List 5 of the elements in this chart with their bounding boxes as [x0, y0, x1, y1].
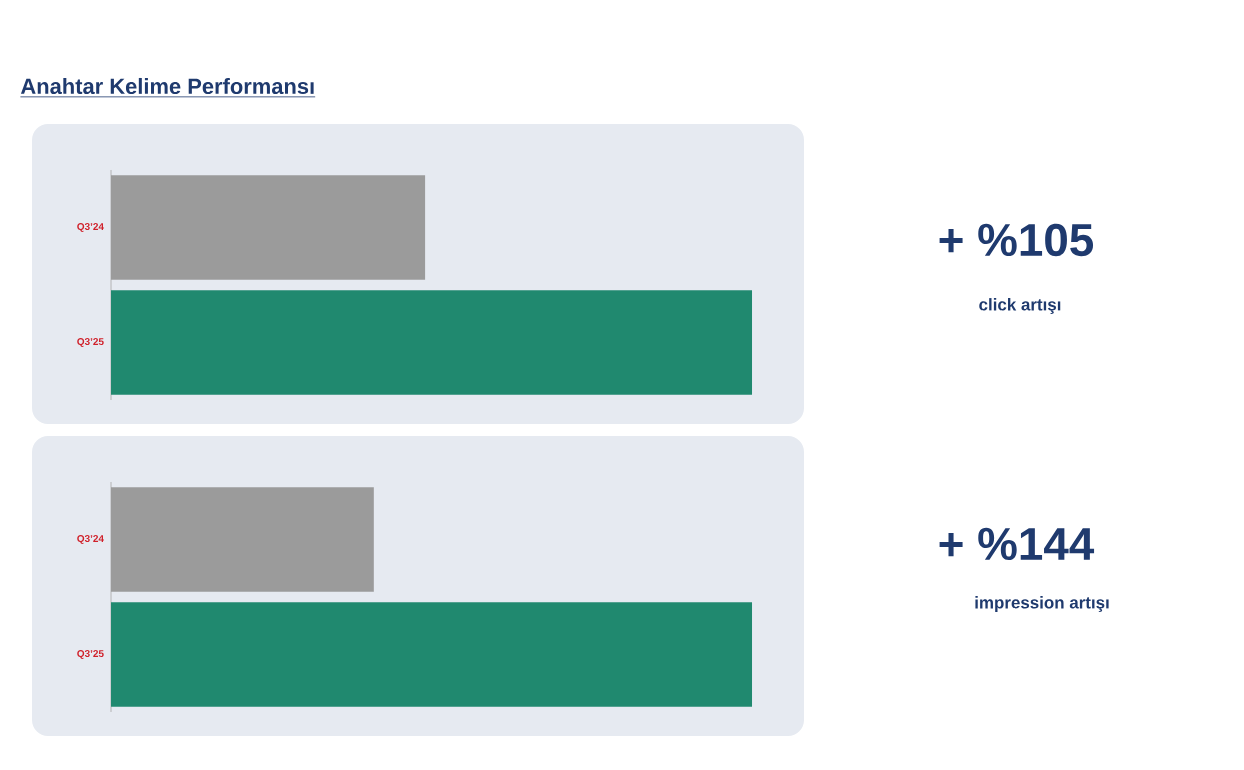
text: + %105 — [939, 223, 1094, 257]
text: click artışı — [979, 298, 1061, 314]
text: impression artışı — [975, 596, 1109, 612]
text: + %144 — [939, 527, 1095, 561]
chart-title: Anahtar Kelime Performansı — [20, 77, 314, 95]
